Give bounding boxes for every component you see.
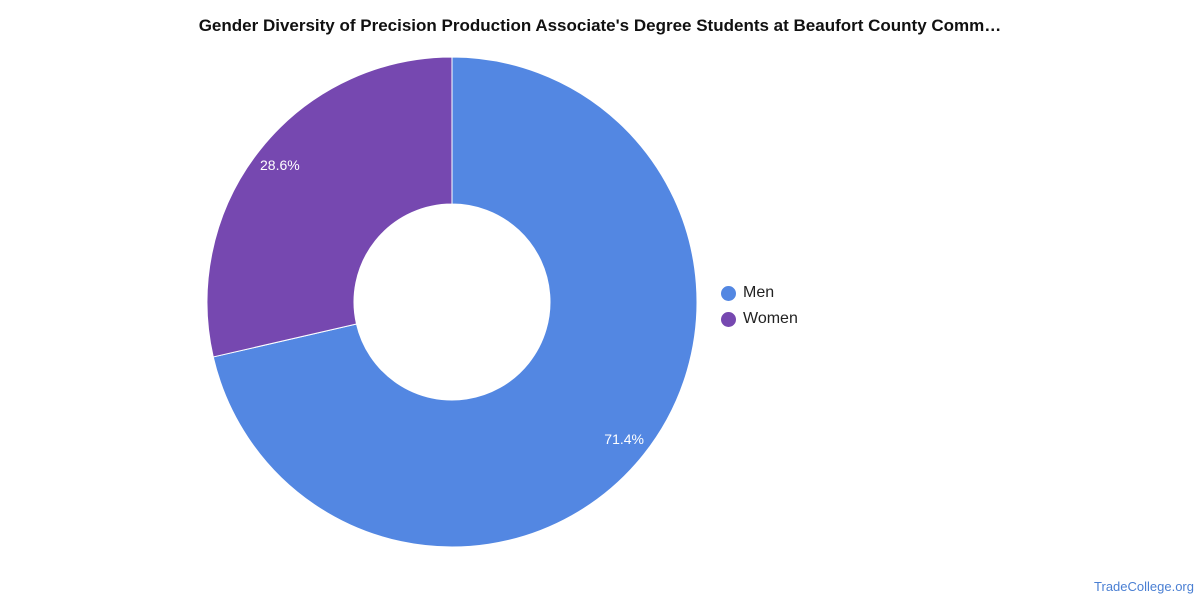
slice-women[interactable]	[206, 56, 453, 358]
legend-swatch-men	[721, 285, 736, 301]
chart-title: Gender Diversity of Precision Production…	[198, 16, 1002, 35]
chart-legend: Men Women	[721, 280, 798, 332]
watermark[interactable]: TradeCollege.org	[1094, 579, 1194, 594]
legend-label-women: Women	[743, 310, 798, 327]
slice-label-women: 28.6%	[260, 157, 300, 173]
slice-label-men: 71.4%	[604, 431, 644, 447]
legend-item-women[interactable]: Women	[721, 306, 798, 332]
slice-men[interactable]	[212, 56, 698, 548]
legend-item-men[interactable]: Men	[721, 280, 798, 306]
legend-swatch-women	[721, 311, 736, 327]
legend-label-men: Men	[743, 284, 775, 301]
